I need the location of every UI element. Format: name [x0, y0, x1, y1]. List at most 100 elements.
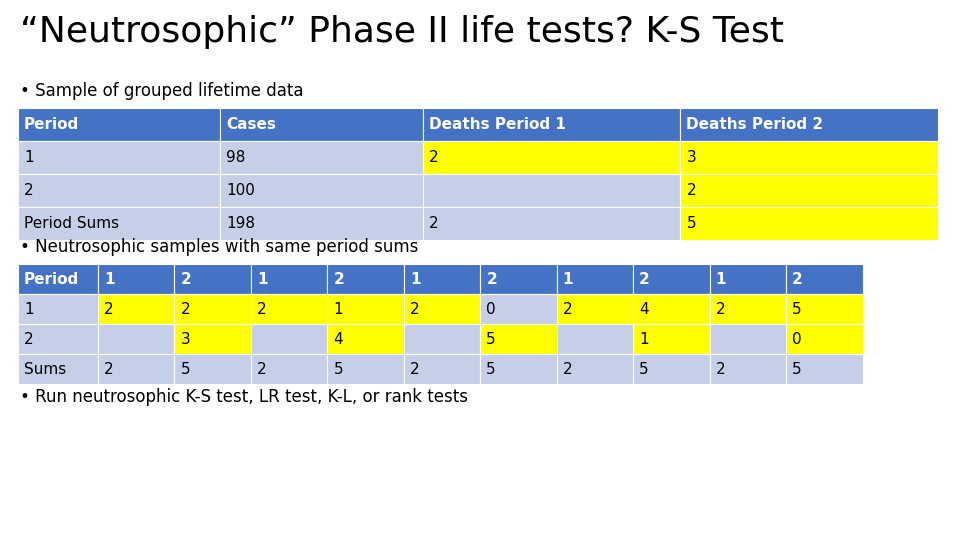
Bar — [404, 354, 480, 384]
Bar — [221, 207, 422, 240]
Bar — [18, 264, 98, 294]
Text: 2: 2 — [686, 183, 696, 198]
Text: 2: 2 — [333, 272, 344, 287]
Text: Period: Period — [24, 272, 80, 287]
Text: 1: 1 — [104, 272, 114, 287]
Text: 2: 2 — [563, 301, 572, 316]
Text: 2: 2 — [487, 272, 497, 287]
Text: 5: 5 — [487, 361, 496, 376]
Text: Deaths Period 2: Deaths Period 2 — [686, 117, 824, 132]
Bar — [251, 324, 327, 354]
Text: 2: 2 — [429, 216, 439, 231]
Bar — [557, 324, 634, 354]
Text: Cases: Cases — [227, 117, 276, 132]
Bar — [557, 264, 634, 294]
Bar — [327, 264, 404, 294]
Text: 2: 2 — [257, 301, 267, 316]
Bar — [175, 324, 251, 354]
Text: 2: 2 — [180, 301, 190, 316]
Text: 5: 5 — [487, 332, 496, 347]
Bar — [404, 264, 480, 294]
Bar — [681, 108, 938, 141]
Text: 100: 100 — [227, 183, 255, 198]
Text: 1: 1 — [24, 150, 34, 165]
Text: • Sample of grouped lifetime data: • Sample of grouped lifetime data — [20, 82, 303, 100]
Text: 2: 2 — [180, 272, 191, 287]
Bar — [480, 294, 557, 324]
Bar — [634, 324, 709, 354]
Text: 2: 2 — [792, 272, 803, 287]
Bar — [221, 174, 422, 207]
Bar — [327, 354, 404, 384]
Text: 1: 1 — [410, 272, 420, 287]
Bar — [221, 141, 422, 174]
Bar — [18, 141, 221, 174]
Text: 2: 2 — [429, 150, 439, 165]
Text: 1: 1 — [333, 301, 343, 316]
Bar — [175, 264, 251, 294]
Text: 5: 5 — [333, 361, 343, 376]
Text: 0: 0 — [487, 301, 496, 316]
Text: 2: 2 — [24, 332, 34, 347]
Text: Sums: Sums — [24, 361, 66, 376]
Bar — [327, 294, 404, 324]
Text: 198: 198 — [227, 216, 255, 231]
Bar — [18, 294, 98, 324]
Bar — [480, 264, 557, 294]
Text: 2: 2 — [24, 183, 34, 198]
Bar — [681, 174, 938, 207]
Bar — [634, 264, 709, 294]
Bar — [18, 324, 98, 354]
Bar — [18, 354, 98, 384]
Text: 1: 1 — [24, 301, 34, 316]
Text: Period: Period — [24, 117, 80, 132]
Text: Period Sums: Period Sums — [24, 216, 119, 231]
Bar — [422, 174, 681, 207]
Text: 1: 1 — [563, 272, 573, 287]
Text: 5: 5 — [180, 361, 190, 376]
Text: “Neutrosophic” Phase II life tests? K-S Test: “Neutrosophic” Phase II life tests? K-S … — [20, 15, 784, 49]
Bar — [98, 294, 175, 324]
Bar — [709, 354, 786, 384]
Bar — [422, 207, 681, 240]
Text: 2: 2 — [639, 272, 650, 287]
Text: 5: 5 — [792, 361, 802, 376]
Text: 3: 3 — [686, 150, 696, 165]
Bar — [327, 324, 404, 354]
Text: 1: 1 — [639, 332, 649, 347]
Bar — [709, 324, 786, 354]
Text: 1: 1 — [715, 272, 726, 287]
Text: 2: 2 — [104, 361, 113, 376]
Bar — [251, 294, 327, 324]
Bar — [175, 294, 251, 324]
Text: 0: 0 — [792, 332, 802, 347]
Bar — [786, 264, 862, 294]
Text: 2: 2 — [104, 301, 113, 316]
Bar — [18, 108, 221, 141]
Text: 98: 98 — [227, 150, 246, 165]
Text: 2: 2 — [410, 301, 420, 316]
Text: • Neutrosophic samples with same period sums: • Neutrosophic samples with same period … — [20, 238, 419, 256]
Bar — [634, 354, 709, 384]
Bar — [480, 324, 557, 354]
Text: 5: 5 — [639, 361, 649, 376]
Text: 4: 4 — [639, 301, 649, 316]
Bar — [175, 354, 251, 384]
Bar — [98, 324, 175, 354]
Text: 5: 5 — [792, 301, 802, 316]
Bar — [18, 174, 221, 207]
Bar — [557, 294, 634, 324]
Text: • Run neutrosophic K-S test, LR test, K-L, or rank tests: • Run neutrosophic K-S test, LR test, K-… — [20, 388, 468, 406]
Text: 4: 4 — [333, 332, 343, 347]
Text: 1: 1 — [257, 272, 268, 287]
Bar — [251, 264, 327, 294]
Text: 2: 2 — [715, 361, 726, 376]
Bar — [18, 207, 221, 240]
Bar — [786, 294, 862, 324]
Bar — [786, 324, 862, 354]
Bar — [98, 354, 175, 384]
Text: 5: 5 — [686, 216, 696, 231]
Bar — [634, 294, 709, 324]
Text: Deaths Period 1: Deaths Period 1 — [429, 117, 565, 132]
Bar — [404, 294, 480, 324]
